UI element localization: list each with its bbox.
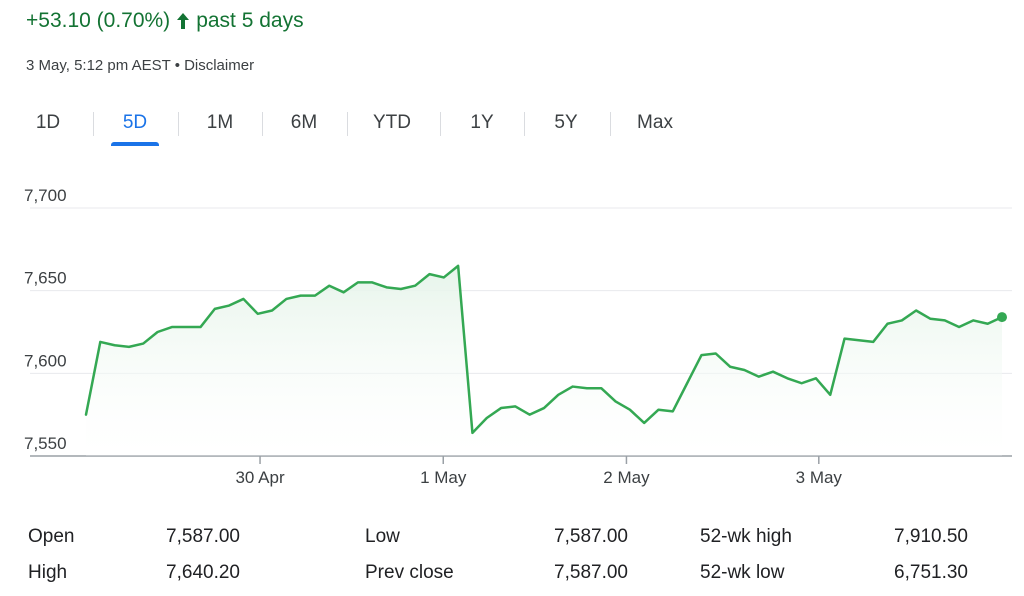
price-chart[interactable]: 7,700 7,650 7,600 7,550 30 Apr 1 May 2 May 3 Ma… xyxy=(0,180,1024,500)
range-tabs: 1D 5D 1M 6M YTD 1Y 5Y Max xyxy=(0,100,760,146)
tab-5d[interactable]: 5D xyxy=(104,100,166,146)
disclaimer-link[interactable]: Disclaimer xyxy=(184,57,255,74)
tab-1y[interactable]: 1Y xyxy=(470,112,494,133)
stat-value-52wk-high: 7,910.50 xyxy=(894,526,968,547)
stat-label-open: Open xyxy=(28,526,75,547)
tab-max[interactable]: Max xyxy=(637,112,673,133)
y-tick-label: 7,550 xyxy=(24,434,67,453)
y-tick-label: 7,600 xyxy=(24,351,67,370)
y-tick-label: 7,650 xyxy=(24,269,67,288)
price-area-fill xyxy=(86,265,1002,456)
price-line xyxy=(84,264,1004,435)
stat-value-prev-close: 7,587.00 xyxy=(554,562,628,583)
tab-5y[interactable]: 5Y xyxy=(554,112,578,133)
stat-label-low: Low xyxy=(365,526,400,547)
stat-label-prev-close: Prev close xyxy=(365,562,454,583)
period-label: past 5 days xyxy=(196,9,304,32)
stat-value-52wk-low: 6,751.30 xyxy=(894,562,968,583)
tab-1d[interactable]: 1D xyxy=(35,112,61,133)
tab-1m[interactable]: 1M xyxy=(206,112,234,133)
arrow-up-icon xyxy=(177,13,190,29)
stats-table: Open 7,587.00 High 7,640.20 Low 7,587.00… xyxy=(0,520,1024,596)
current-price-marker xyxy=(997,312,1007,323)
stat-label-52wk-high: 52-wk high xyxy=(700,526,792,547)
active-tab-indicator xyxy=(111,142,159,146)
timestamp-line: 3 May, 5:12 pm AEST • Disclaimer xyxy=(26,57,254,74)
tab-6m[interactable]: 6M xyxy=(290,112,318,133)
x-tick-label: 3 May xyxy=(796,468,843,487)
tab-ytd[interactable]: YTD xyxy=(373,112,411,133)
y-tick-label: 7,700 xyxy=(24,186,67,205)
x-tick-label: 1 May xyxy=(420,468,467,487)
stat-value-high: 7,640.20 xyxy=(166,562,240,583)
price-change-value: +53.10 (0.70%) xyxy=(26,9,171,32)
stat-value-open: 7,587.00 xyxy=(166,526,240,547)
separator: • xyxy=(174,57,181,74)
stat-label-high: High xyxy=(28,562,68,583)
stat-label-52wk-low: 52-wk low xyxy=(700,562,785,583)
price-change: +53.10 (0.70%) past 5 days xyxy=(26,9,304,33)
x-tick-label: 2 May xyxy=(603,468,650,487)
timestamp: 3 May, 5:12 pm AEST xyxy=(26,57,171,74)
x-tick-label: 30 Apr xyxy=(235,468,284,487)
stat-value-low: 7,587.00 xyxy=(554,526,628,547)
